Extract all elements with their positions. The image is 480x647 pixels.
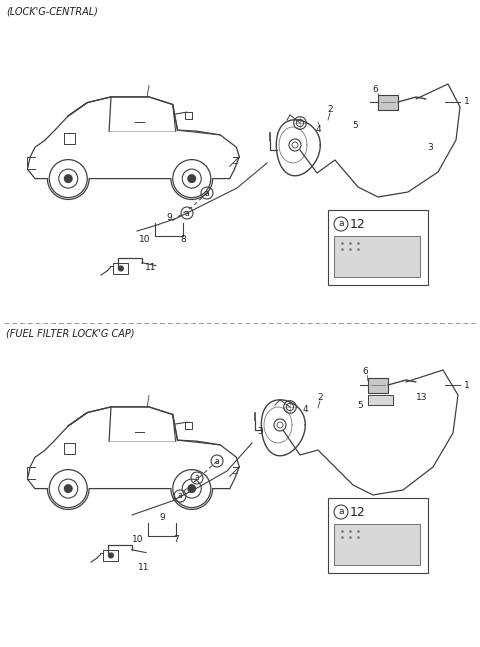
Text: 3: 3 [427, 144, 433, 153]
Circle shape [64, 175, 72, 182]
Text: 12: 12 [350, 505, 366, 518]
Text: 1: 1 [464, 380, 470, 389]
Circle shape [64, 485, 72, 492]
Bar [328, 498, 428, 573]
Text: 12: 12 [350, 217, 366, 230]
Text: 6: 6 [362, 367, 368, 377]
Text: 5: 5 [352, 120, 358, 129]
Text: 2: 2 [327, 105, 333, 115]
Text: 11: 11 [138, 564, 149, 573]
Text: a: a [194, 474, 199, 483]
Bar [334, 524, 420, 565]
Text: a: a [204, 188, 209, 197]
Text: (LOCK'G-CENTRAL): (LOCK'G-CENTRAL) [6, 7, 98, 17]
Circle shape [108, 553, 113, 558]
Text: 4: 4 [302, 406, 308, 415]
Bar [103, 550, 118, 561]
Text: 3: 3 [257, 428, 263, 437]
Text: 5: 5 [357, 400, 363, 410]
Text: 8: 8 [180, 236, 186, 245]
Text: (FUEL FILTER LOCK'G CAP): (FUEL FILTER LOCK'G CAP) [6, 328, 134, 338]
Text: a: a [215, 457, 219, 465]
Text: 7: 7 [173, 536, 179, 545]
Bar [378, 94, 398, 109]
Text: 10: 10 [132, 536, 144, 545]
Circle shape [188, 485, 195, 492]
Text: 10: 10 [139, 236, 151, 245]
Text: a: a [338, 219, 344, 228]
Bar [368, 395, 393, 404]
Text: 9: 9 [166, 214, 172, 223]
Text: 2: 2 [317, 393, 323, 402]
Bar [368, 377, 388, 393]
Bar [328, 210, 428, 285]
Text: a: a [178, 492, 182, 501]
Circle shape [188, 175, 195, 182]
Text: 6: 6 [372, 85, 378, 94]
Text: 4: 4 [315, 126, 321, 135]
Bar [334, 236, 420, 277]
Text: 1: 1 [464, 98, 470, 107]
Text: 9: 9 [159, 514, 165, 523]
Circle shape [119, 266, 123, 271]
Text: 13: 13 [416, 393, 428, 402]
Bar [113, 263, 128, 274]
Text: 11: 11 [145, 263, 156, 272]
Text: a: a [338, 507, 344, 516]
Text: a: a [185, 208, 190, 217]
